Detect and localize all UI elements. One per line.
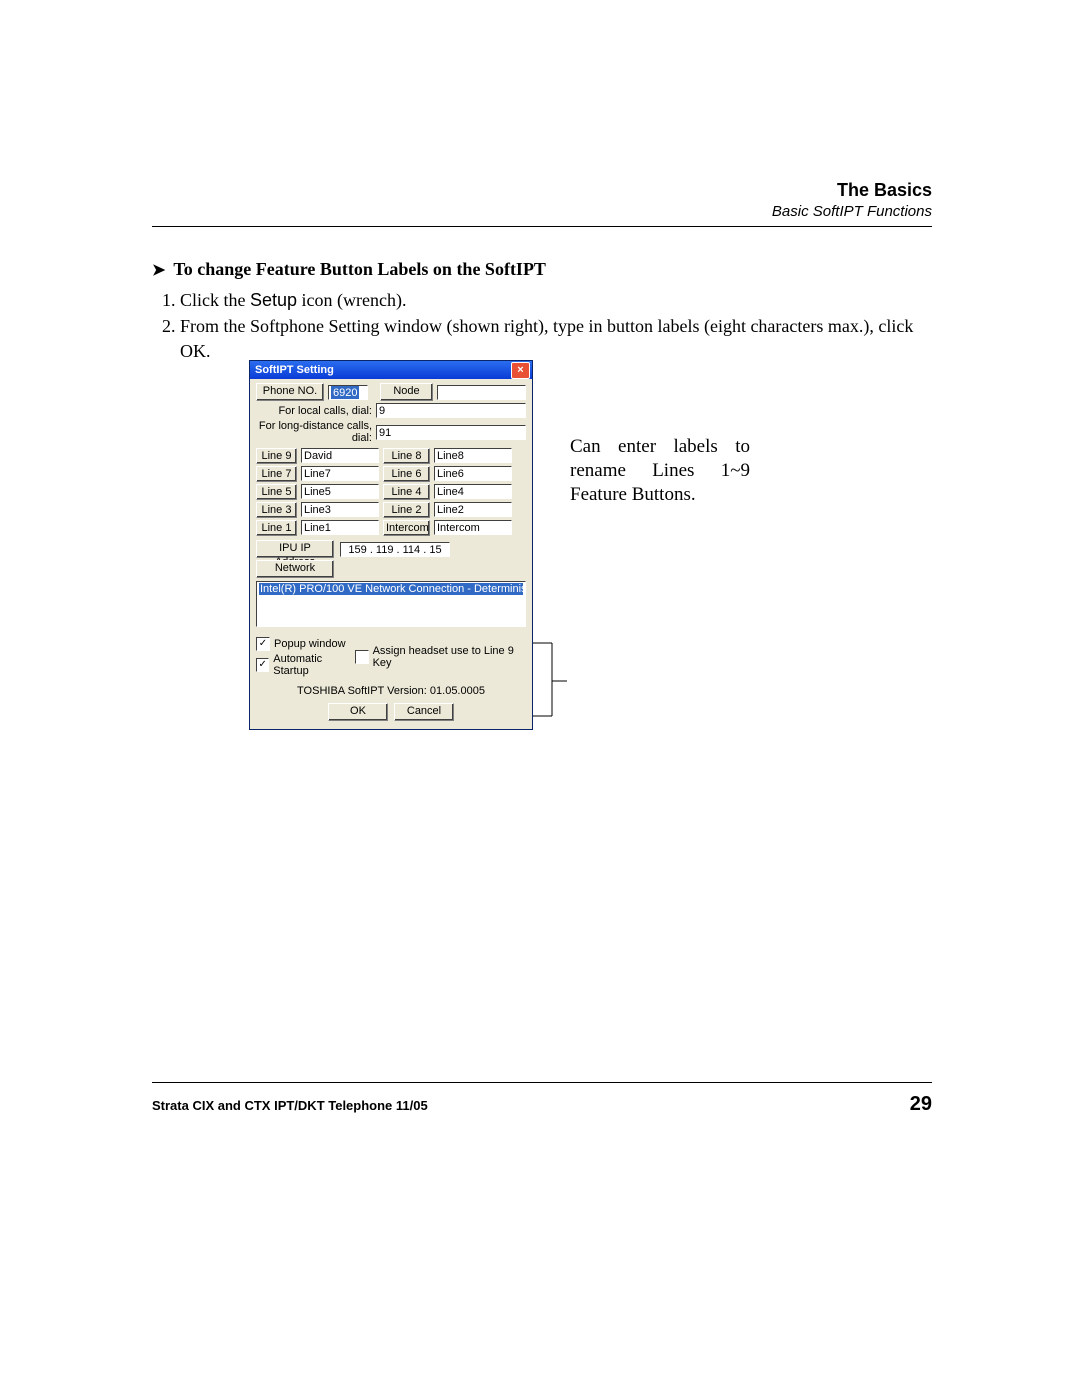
line-button[interactable]: Line 3 <box>256 502 297 518</box>
checkbox-icon: ✓ <box>256 658 269 672</box>
checkbox-icon: ✓ <box>256 637 270 651</box>
assign-headset-label: Assign headset use to Line 9 Key <box>373 645 526 669</box>
line-input[interactable]: David <box>301 448 379 463</box>
page-number: 29 <box>910 1093 932 1116</box>
line-input[interactable]: Line4 <box>434 484 512 499</box>
phone-no-value: 6920 <box>331 386 359 400</box>
popup-window-checkbox[interactable]: ✓ Popup window <box>256 637 355 651</box>
line-input[interactable]: Line3 <box>301 502 379 517</box>
longdist-dial-input[interactable]: 91 <box>376 425 526 440</box>
step-1: Click the Setup icon (wrench). <box>180 288 932 312</box>
setup-keyword: Setup <box>250 290 297 310</box>
line-input[interactable]: Intercom <box>434 520 512 535</box>
version-text: TOSHIBA SoftIPT Version: 01.05.0005 <box>256 685 526 697</box>
dialog-titlebar[interactable]: SoftIPT Setting × <box>250 361 532 379</box>
step-2: From the Softphone Setting window (shown… <box>180 314 932 363</box>
header-rule <box>152 226 932 227</box>
line-button[interactable]: Line 8 <box>383 448 430 464</box>
footer-left: Strata CIX and CTX IPT/DKT Telephone 11/… <box>152 1098 428 1113</box>
ipu-ip-button[interactable]: IPU IP Address <box>256 540 334 558</box>
ok-button[interactable]: OK <box>328 703 388 721</box>
line-input[interactable]: Line6 <box>434 466 512 481</box>
step1-text: Click the <box>180 290 250 310</box>
line-button[interactable]: Line 2 <box>383 502 430 518</box>
line-button[interactable]: Line 5 <box>256 484 297 500</box>
line-input[interactable]: Line7 <box>301 466 379 481</box>
page-footer: Strata CIX and CTX IPT/DKT Telephone 11/… <box>152 1082 932 1116</box>
line-button[interactable]: Line 4 <box>383 484 430 500</box>
network-selected-item[interactable]: Intel(R) PRO/100 VE Network Connection -… <box>259 583 523 595</box>
node-button[interactable]: Node <box>380 383 433 401</box>
local-dial-label: For local calls, dial: <box>256 405 372 417</box>
node-input[interactable] <box>437 385 526 400</box>
dialog-title: SoftIPT Setting <box>255 364 334 376</box>
local-dial-input[interactable]: 9 <box>376 403 526 418</box>
line-input[interactable]: Line2 <box>434 502 512 517</box>
cancel-button[interactable]: Cancel <box>394 703 454 721</box>
line-button[interactable]: Intercom <box>383 520 430 536</box>
ipu-ip-input[interactable]: 159 . 119 . 114 . 15 <box>340 542 450 557</box>
section-heading: To change Feature Button Labels on the S… <box>152 259 932 280</box>
line-button[interactable]: Line 7 <box>256 466 297 482</box>
longdist-dial-label: For long-distance calls, dial: <box>256 420 372 444</box>
line-input[interactable]: Line1 <box>301 520 379 535</box>
auto-startup-label: Automatic Startup <box>273 653 355 677</box>
softipt-setting-dialog: SoftIPT Setting × Phone NO. 6920 Node Fo… <box>249 360 533 730</box>
assign-headset-checkbox[interactable]: Assign headset use to Line 9 Key <box>355 637 526 677</box>
network-button[interactable]: Network <box>256 560 334 578</box>
checkbox-icon <box>355 650 368 664</box>
line-button[interactable]: Line 1 <box>256 520 297 536</box>
close-icon[interactable]: × <box>511 362 530 379</box>
dialog-body: Phone NO. 6920 Node For local calls, dia… <box>250 379 532 729</box>
popup-window-label: Popup window <box>274 638 346 650</box>
phone-no-input[interactable]: 6920 <box>328 385 368 400</box>
line-input[interactable]: Line5 <box>301 484 379 499</box>
page-header: The Basics Basic SoftIPT Functions <box>152 180 932 220</box>
auto-startup-checkbox[interactable]: ✓ Automatic Startup <box>256 653 355 677</box>
step1-text-after: icon (wrench). <box>297 290 406 310</box>
network-listbox[interactable]: Intel(R) PRO/100 VE Network Connection -… <box>256 581 526 627</box>
lines-grid: Line 9 David Line 8 Line8 Line 7 Line7 Line 6 L… <box>256 448 526 536</box>
steps-list: Click the Setup icon (wrench). From the … <box>180 288 932 363</box>
callout-text: Can enter labels to rename Lines 1~9 Fea… <box>570 435 750 506</box>
phone-no-button[interactable]: Phone NO. <box>256 383 324 401</box>
header-subtitle: Basic SoftIPT Functions <box>152 203 932 220</box>
line-input[interactable]: Line8 <box>434 448 512 463</box>
header-title: The Basics <box>152 180 932 201</box>
document-page: The Basics Basic SoftIPT Functions To ch… <box>152 180 932 906</box>
line-button[interactable]: Line 9 <box>256 448 297 464</box>
line-button[interactable]: Line 6 <box>383 466 430 482</box>
